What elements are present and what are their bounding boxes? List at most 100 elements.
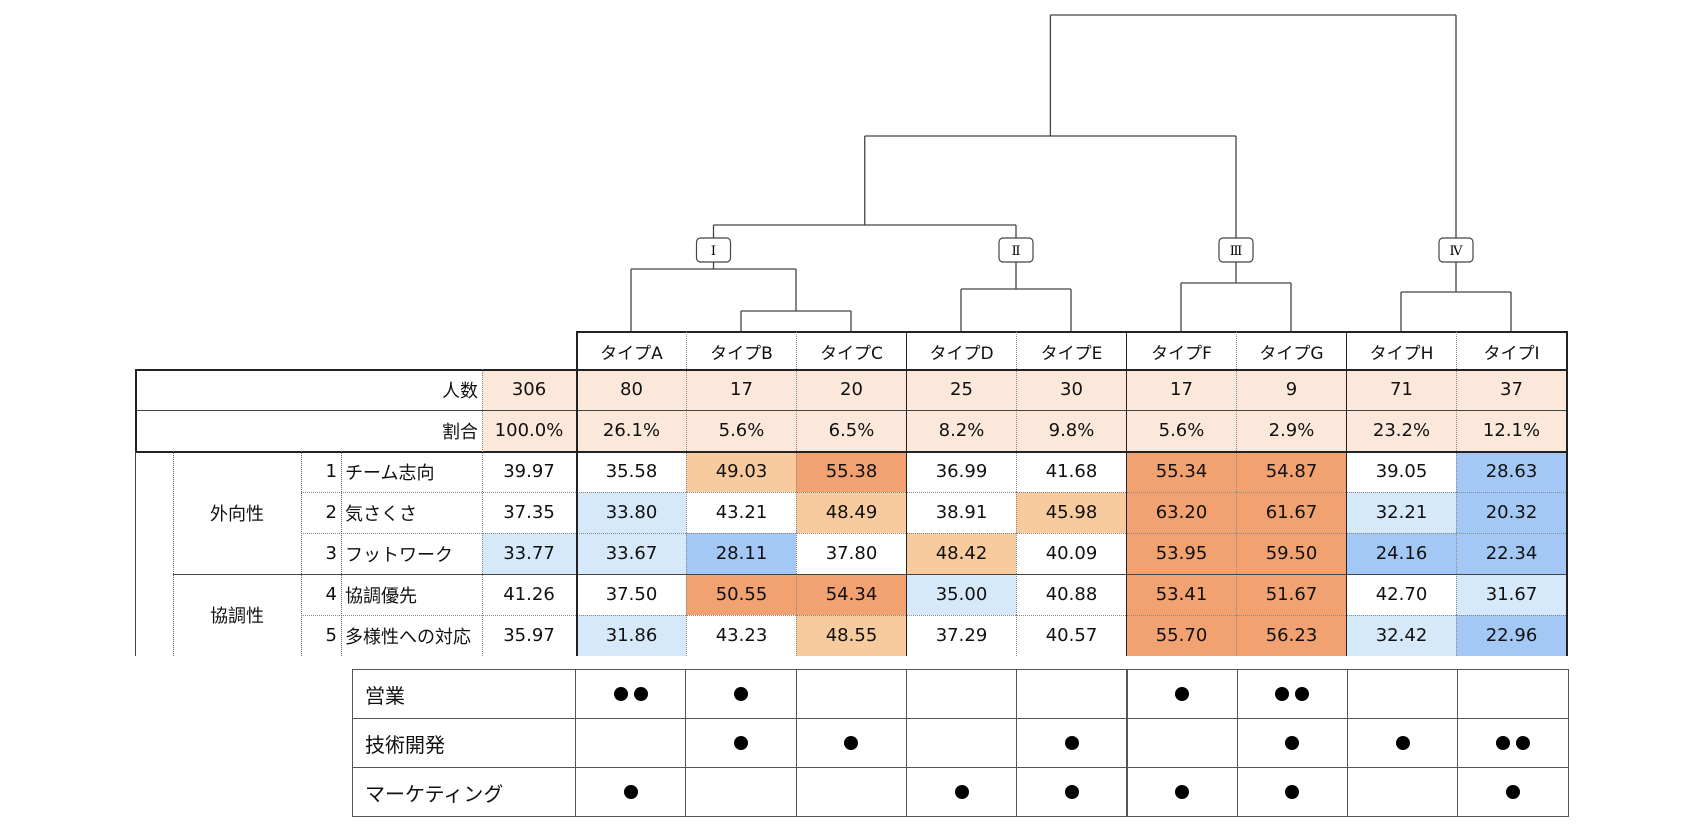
type-header: タイプG [1236, 331, 1346, 369]
summary-cell: 9 [1236, 369, 1346, 410]
job-label: 技術開発 [352, 718, 576, 768]
score-cell: 33.67 [576, 533, 686, 574]
summary-cell: 25 [906, 369, 1016, 410]
type-header: タイプC [796, 331, 906, 369]
summary-cell: 20 [796, 369, 906, 410]
score-cell: 31.86 [576, 615, 686, 656]
dot-marker [1285, 736, 1300, 750]
score-cell: 20.32 [1456, 492, 1566, 533]
dot-marker [844, 736, 859, 750]
job-cell [905, 669, 1018, 719]
job-cell [1126, 718, 1238, 768]
grid-line [576, 331, 578, 656]
grid-line [135, 451, 1566, 453]
score-cell: 40.88 [1016, 574, 1126, 615]
score-cell: 28.11 [686, 533, 796, 574]
dot-marker [1064, 736, 1079, 750]
type-header: タイプH [1346, 331, 1456, 369]
type-header: タイプF [1126, 331, 1236, 369]
summary-cell: 6.5% [796, 410, 906, 451]
summary-row-label: 割合 [442, 421, 478, 443]
grid-line [1346, 331, 1347, 656]
summary-cell: 80 [576, 369, 686, 410]
grid-line [1566, 331, 1568, 656]
score-cell: 37.50 [576, 574, 686, 615]
item-total-cell: 37.35 [482, 492, 576, 533]
score-cell: 48.55 [796, 615, 906, 656]
dot-marker [613, 687, 628, 701]
job-cell [575, 669, 687, 719]
score-cell: 53.95 [1126, 533, 1236, 574]
score-cell: 54.34 [796, 574, 906, 615]
score-cell: 38.91 [906, 492, 1016, 533]
job-cell [795, 669, 907, 719]
item-number: 2 [325, 502, 337, 523]
score-cell: 35.00 [906, 574, 1016, 615]
score-cell: 43.23 [686, 615, 796, 656]
dot-marker [1496, 736, 1511, 750]
dot-marker [1506, 785, 1521, 799]
grid-line [301, 492, 1566, 493]
job-cell [1457, 669, 1569, 719]
job-cell [1457, 767, 1569, 817]
type-header: タイプD [906, 331, 1016, 369]
score-cell: 45.98 [1016, 492, 1126, 533]
job-cell [685, 669, 797, 719]
item-number: 1 [325, 461, 337, 482]
grid-line [135, 369, 1566, 371]
grid-line [482, 369, 483, 656]
item-total-cell: 33.77 [482, 533, 576, 574]
summary-total-cell: 306 [482, 369, 576, 410]
dot-marker [623, 785, 638, 799]
summary-cell: 5.6% [1126, 410, 1236, 451]
score-table: タイプA タイプB タイプC タイプD タイプE タイプF タイプG タイプH タイプI 人数 30… [135, 331, 1568, 656]
item-number: 5 [325, 625, 337, 646]
type-header: タイプE [1016, 331, 1126, 369]
item-label: 多様性への対応 [345, 626, 471, 648]
score-cell: 50.55 [686, 574, 796, 615]
score-cell: 36.99 [906, 451, 1016, 492]
job-cell [1126, 669, 1238, 719]
grid-line [135, 369, 137, 451]
dot-marker [1175, 785, 1190, 799]
item-number: 3 [325, 543, 337, 564]
score-cell: 32.21 [1346, 492, 1456, 533]
grid-line [301, 533, 1566, 534]
summary-cell: 71 [1346, 369, 1456, 410]
score-cell: 28.63 [1456, 451, 1566, 492]
grid-line [906, 331, 907, 656]
grid-line [341, 451, 342, 656]
summary-cell: 12.1% [1456, 410, 1566, 451]
summary-cell: 2.9% [1236, 410, 1346, 451]
job-cell [1347, 718, 1459, 768]
job-cell [575, 767, 687, 817]
score-cell: 51.67 [1236, 574, 1346, 615]
score-cell: 43.21 [686, 492, 796, 533]
score-cell: 37.80 [796, 533, 906, 574]
score-cell: 53.41 [1126, 574, 1236, 615]
job-cell [685, 718, 797, 768]
dot-marker [1175, 687, 1190, 701]
score-cell: 63.20 [1126, 492, 1236, 533]
score-cell: 61.67 [1236, 492, 1346, 533]
summary-total-cell: 100.0% [482, 410, 576, 451]
job-cell [1457, 718, 1569, 768]
dot-marker [1395, 736, 1410, 750]
summary-row-label: 人数 [442, 380, 478, 402]
job-cell [1347, 767, 1459, 817]
score-cell: 41.68 [1016, 451, 1126, 492]
job-cell [905, 718, 1018, 768]
score-cell: 40.09 [1016, 533, 1126, 574]
summary-cell: 23.2% [1346, 410, 1456, 451]
score-cell: 56.23 [1236, 615, 1346, 656]
cluster-label: Ⅰ [711, 244, 716, 259]
score-cell: 35.58 [576, 451, 686, 492]
item-label: 協調優先 [345, 585, 417, 607]
job-label: 営業 [352, 669, 576, 719]
item-total-cell: 35.97 [482, 615, 576, 656]
job-cell [1016, 767, 1128, 817]
job-cell [795, 767, 907, 817]
dot-marker [1516, 736, 1531, 750]
type-header: タイプA [576, 331, 686, 369]
summary-cell: 17 [1126, 369, 1236, 410]
